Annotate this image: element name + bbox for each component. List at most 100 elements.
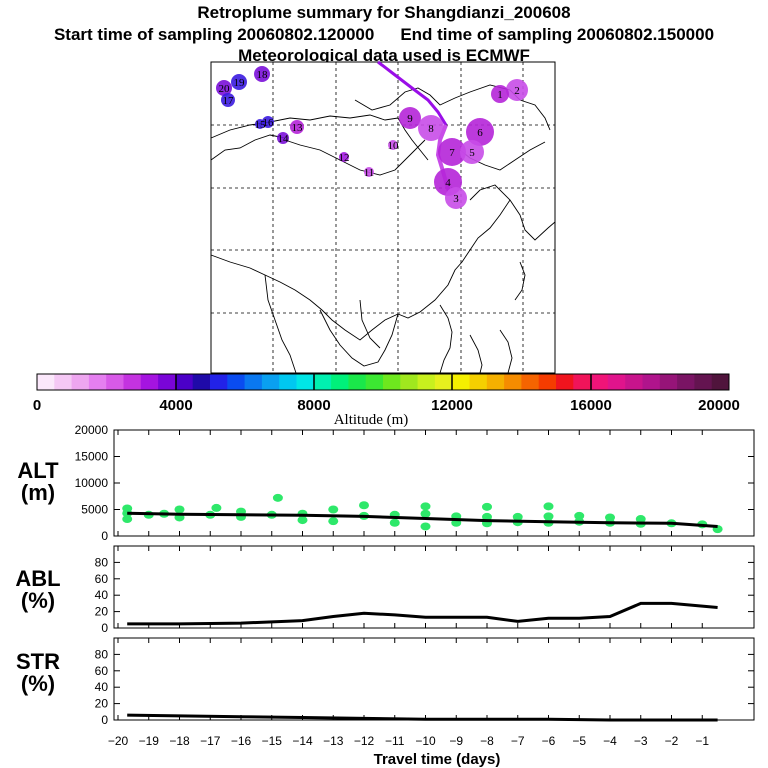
map-marker-label: 17 xyxy=(223,95,235,107)
alt-spread-point xyxy=(543,502,554,511)
map-marker-label: 10 xyxy=(388,140,400,152)
map-marker: 19 xyxy=(231,74,247,90)
y-tick-label: 0 xyxy=(101,621,108,635)
alt-spread-point xyxy=(512,512,523,521)
y-tick-label: 60 xyxy=(95,664,109,678)
colorbar-tick-12000: 12000 xyxy=(431,397,473,414)
map-marker-label: 19 xyxy=(234,77,246,89)
alt-spread-point xyxy=(482,512,492,521)
map-marker: 11 xyxy=(364,167,374,179)
alt-spread-point xyxy=(272,493,283,502)
y-tick-label: 0 xyxy=(101,713,108,727)
x-tick-label: −18 xyxy=(169,734,190,748)
map-marker-label: 6 xyxy=(477,127,483,139)
y-tick-label: 40 xyxy=(95,588,109,602)
map-marker: 18 xyxy=(254,66,270,82)
alt-spread-point xyxy=(574,511,585,520)
x-tick-label: −9 xyxy=(449,734,463,748)
map-marker-label: 16 xyxy=(263,117,275,129)
y-tick-label: 15000 xyxy=(75,450,109,464)
str-unit-label: (%) xyxy=(21,671,55,696)
x-tick-label: −17 xyxy=(200,734,221,748)
abl-panel-frame xyxy=(113,545,755,629)
str-label: STR xyxy=(16,649,60,674)
colorbar-cell xyxy=(400,374,419,390)
map-marker: 6 xyxy=(466,118,494,146)
alt-label: ALT xyxy=(17,458,59,483)
alt-spread-point xyxy=(389,518,400,527)
x-tick-label: −7 xyxy=(511,734,525,748)
colorbar-cell xyxy=(296,374,315,390)
colorbar-cell xyxy=(590,374,609,390)
y-tick-label: 20 xyxy=(95,605,109,619)
colorbar-cell xyxy=(37,374,55,390)
map-marker-label: 7 xyxy=(449,147,455,159)
x-tick-label: −11 xyxy=(385,734,405,748)
colorbar-cell xyxy=(452,374,470,390)
y-tick-label: 80 xyxy=(95,555,109,569)
colorbar-tick-0: 0 xyxy=(33,397,41,414)
colorbar-cell xyxy=(140,374,159,390)
map-marker: 14 xyxy=(277,132,289,145)
colorbar-cell xyxy=(175,374,194,390)
colorbar-cell xyxy=(486,374,505,390)
alt-spread-point xyxy=(328,505,339,514)
x-tick-label: −3 xyxy=(634,734,648,748)
map-marker-label: 14 xyxy=(278,133,290,145)
end-time-label: End time of sampling 20060802.150000 xyxy=(400,25,715,44)
colorbar-cell xyxy=(244,374,263,390)
x-tick-label: −14 xyxy=(292,734,313,748)
alt-spread-point xyxy=(605,513,615,522)
x-tick-label: −5 xyxy=(572,734,586,748)
map-marker: 20 xyxy=(216,80,232,96)
y-tick-label: 40 xyxy=(95,680,109,694)
x-tick-label: −1 xyxy=(695,734,709,748)
x-tick-label: −13 xyxy=(323,734,344,748)
colorbar-cell xyxy=(54,374,73,390)
colorbar-cell xyxy=(227,374,246,390)
map-marker: 13 xyxy=(290,120,304,134)
colorbar-cell xyxy=(365,374,384,390)
colorbar-cell xyxy=(711,374,730,390)
y-tick-label: 60 xyxy=(95,572,109,586)
colorbar-cell xyxy=(573,374,592,390)
abl-unit-label: (%) xyxy=(21,588,55,613)
map-marker: 16 xyxy=(262,116,274,129)
x-tick-label: −16 xyxy=(231,734,252,748)
alt-spread-point xyxy=(420,502,431,511)
colorbar-cell xyxy=(88,374,107,390)
x-tick-label: −19 xyxy=(139,734,160,748)
alt-spread-point xyxy=(420,509,431,518)
sampling-times: Start time of sampling 20060802.120000 En… xyxy=(0,25,768,45)
colorbar-major-ticks xyxy=(175,374,592,390)
alt-spread-point xyxy=(211,503,222,512)
x-tick-label: −8 xyxy=(480,734,494,748)
colorbar-tick-8000: 8000 xyxy=(297,397,330,414)
colorbar-cell xyxy=(469,374,488,390)
map-marker: 9 xyxy=(399,107,421,129)
colorbar-label: Altitude (m) xyxy=(334,412,409,428)
alt-spread-point xyxy=(174,505,185,514)
colorbar-cell xyxy=(106,374,124,390)
map-marker-label: 4 xyxy=(445,177,451,189)
x-tick-label: −15 xyxy=(262,734,283,748)
x-tick-label: −12 xyxy=(354,734,375,748)
alt-series-line xyxy=(127,511,718,528)
y-tick-label: 10000 xyxy=(75,476,109,490)
colorbar-cell xyxy=(521,374,540,390)
colorbar-cell xyxy=(331,374,349,390)
alt-y-axis: 0 5000 10000 15000 20000 xyxy=(75,423,754,543)
colorbar-tick-16000: 16000 xyxy=(570,397,612,414)
alt-spread-point xyxy=(482,502,492,511)
str-series-line xyxy=(127,713,718,722)
map-marker: 5 xyxy=(460,140,484,164)
colorbar-cell xyxy=(625,374,643,390)
map-marker: 15 xyxy=(255,119,267,131)
colorbar-cell xyxy=(210,374,228,390)
chart-title: Retroplume summary for Shangdianzi_20060… xyxy=(197,3,571,22)
alt-spread-point xyxy=(359,501,369,510)
map-marker-label: 15 xyxy=(255,119,267,131)
y-tick-label: 20 xyxy=(95,697,109,711)
